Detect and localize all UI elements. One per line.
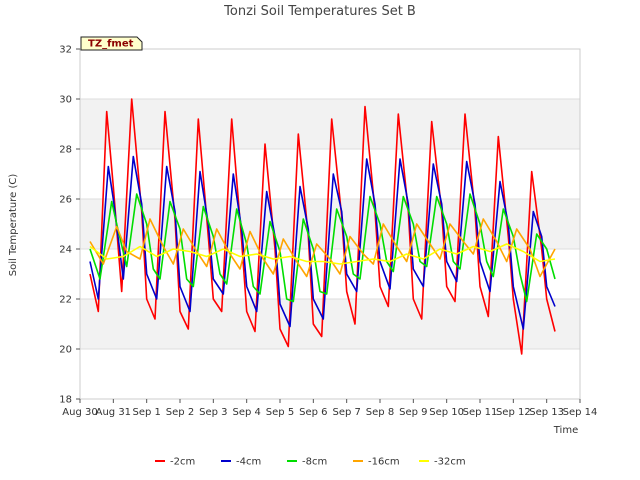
y-tick-label: 20: [59, 345, 72, 356]
x-tick-label: Aug 31: [96, 407, 131, 418]
y-tick-label: 30: [59, 95, 72, 106]
legend-label: -32cm: [434, 457, 466, 468]
chart-title: Tonzi Soil Temperatures Set B: [223, 4, 416, 19]
y-tick-label: 24: [59, 245, 72, 256]
legend-label: -16cm: [368, 457, 400, 468]
y-tick-label: 32: [59, 45, 72, 56]
x-tick-label: Sep 10: [429, 407, 464, 418]
x-tick-label: Sep 11: [463, 407, 498, 418]
x-tick-label: Sep 3: [199, 407, 227, 418]
plot-frame: [79, 48, 581, 400]
series-line-1: [89, 155, 556, 330]
y-axis-label: Soil Temperature (C): [8, 174, 19, 277]
x-tick-label: Sep 4: [232, 407, 260, 418]
series-group: [89, 98, 556, 355]
x-tick-label: Sep 7: [332, 407, 360, 418]
series-line-2: [89, 193, 556, 303]
y-tick-label: 22: [59, 295, 72, 306]
x-tick-label: Sep 8: [366, 407, 394, 418]
y-tick-label: 26: [59, 195, 72, 206]
legend-label: -2cm: [170, 457, 195, 468]
x-tick-label: Sep 2: [166, 407, 194, 418]
x-tick-label: Sep 1: [132, 407, 160, 418]
legend-label: -4cm: [236, 457, 261, 468]
series-line-4: [89, 243, 556, 265]
x-axis-label: Time: [553, 425, 578, 436]
annotation-box: TZ_fmet: [80, 36, 143, 51]
y-tick-label: 28: [59, 145, 72, 156]
x-tick-label: Sep 6: [299, 407, 327, 418]
x-tick-label: Sep 12: [496, 407, 531, 418]
x-tick-label: Sep 5: [266, 407, 294, 418]
x-tick-label: Aug 30: [62, 407, 97, 418]
series-line-3: [89, 218, 556, 278]
x-tick-label: Sep 14: [563, 407, 598, 418]
y-tick-label: 18: [59, 395, 72, 406]
legend-label: -8cm: [302, 457, 327, 468]
x-tick-label: Sep 9: [399, 407, 427, 418]
y-tick-labels: 18 20 22 24 26 28 30 32: [59, 45, 80, 406]
legend: -2cm -4cm -8cm -16cm -32cm: [155, 457, 466, 468]
x-tick-label: Sep 13: [529, 407, 564, 418]
grid-band: [80, 299, 580, 349]
annotation-label: TZ_fmet: [88, 39, 134, 50]
series-line-0: [89, 98, 556, 355]
